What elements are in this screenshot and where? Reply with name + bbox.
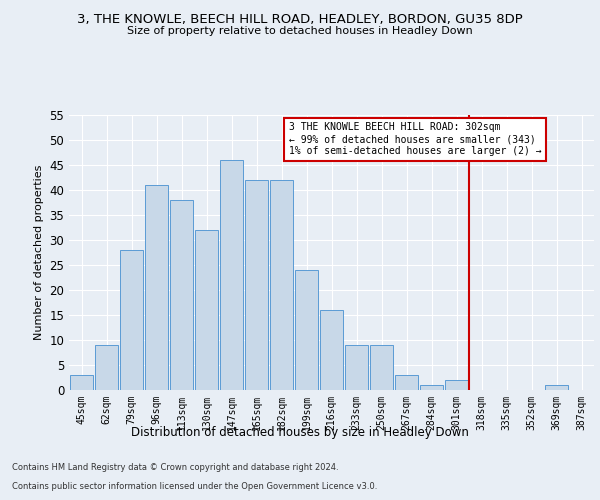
Bar bbox=[344, 345, 368, 390]
Bar bbox=[119, 250, 143, 390]
Text: Size of property relative to detached houses in Headley Down: Size of property relative to detached ho… bbox=[127, 26, 473, 36]
Text: Distribution of detached houses by size in Headley Down: Distribution of detached houses by size … bbox=[131, 426, 469, 439]
Text: 3, THE KNOWLE, BEECH HILL ROAD, HEADLEY, BORDON, GU35 8DP: 3, THE KNOWLE, BEECH HILL ROAD, HEADLEY,… bbox=[77, 12, 523, 26]
Bar bbox=[320, 310, 343, 390]
Text: Contains HM Land Registry data © Crown copyright and database right 2024.: Contains HM Land Registry data © Crown c… bbox=[12, 464, 338, 472]
Bar bbox=[194, 230, 218, 390]
Bar bbox=[545, 385, 568, 390]
Bar bbox=[295, 270, 319, 390]
Bar bbox=[170, 200, 193, 390]
Bar bbox=[145, 185, 169, 390]
Bar bbox=[269, 180, 293, 390]
Bar bbox=[370, 345, 394, 390]
Bar bbox=[445, 380, 469, 390]
Text: Contains public sector information licensed under the Open Government Licence v3: Contains public sector information licen… bbox=[12, 482, 377, 491]
Bar bbox=[419, 385, 443, 390]
Bar bbox=[70, 375, 94, 390]
Bar bbox=[395, 375, 418, 390]
Y-axis label: Number of detached properties: Number of detached properties bbox=[34, 165, 44, 340]
Bar bbox=[220, 160, 244, 390]
Text: 3 THE KNOWLE BEECH HILL ROAD: 302sqm
← 99% of detached houses are smaller (343)
: 3 THE KNOWLE BEECH HILL ROAD: 302sqm ← 9… bbox=[289, 122, 542, 156]
Bar bbox=[245, 180, 268, 390]
Bar bbox=[95, 345, 118, 390]
